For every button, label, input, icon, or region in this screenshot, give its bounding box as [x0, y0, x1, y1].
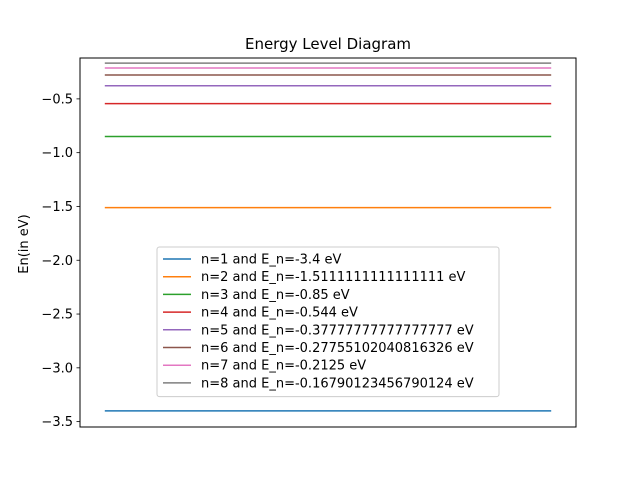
- y-tick-label: −2.5: [41, 308, 73, 323]
- y-tick-label: −0.5: [41, 92, 73, 107]
- y-tick-label: −3.5: [41, 415, 73, 430]
- legend-label-5: n=5 and E_n=-0.37777777777777777 eV: [201, 323, 474, 338]
- axes-frame: [79, 57, 577, 428]
- legend-label-1: n=1 and E_n=-3.4 eV: [201, 253, 341, 268]
- legend-label-3: n=3 and E_n=-0.85 eV: [201, 288, 350, 303]
- y-axis-label: En(in eV): [17, 214, 32, 273]
- y-tick-label: −2.0: [41, 254, 73, 269]
- legend-label-2: n=2 and E_n=-1.5111111111111111 eV: [201, 270, 466, 285]
- legend-label-4: n=4 and E_n=-0.544 eV: [201, 306, 358, 321]
- legend-box: [156, 246, 500, 398]
- legend-label-8: n=8 and E_n=-0.16790123456790124 eV: [201, 376, 474, 391]
- y-tick-label: −1.0: [41, 146, 73, 161]
- chart-title: Energy Level Diagram: [245, 35, 411, 53]
- legend-label-7: n=7 and E_n=-0.2125 eV: [201, 359, 366, 374]
- plot-lines: [104, 62, 552, 412]
- y-tick-label: −3.0: [41, 361, 73, 376]
- y-tick-label: −1.5: [41, 200, 73, 215]
- legend: n=1 and E_n=-3.4 eV n=2 and E_n=-1.511111…: [156, 246, 500, 398]
- legend-label-6: n=6 and E_n=-0.27755102040816326 eV: [201, 341, 474, 356]
- y-axis-ticks: −3.5 −3.0 −2.5 −2.0 −1.5 −1.0 −0.5: [41, 92, 80, 430]
